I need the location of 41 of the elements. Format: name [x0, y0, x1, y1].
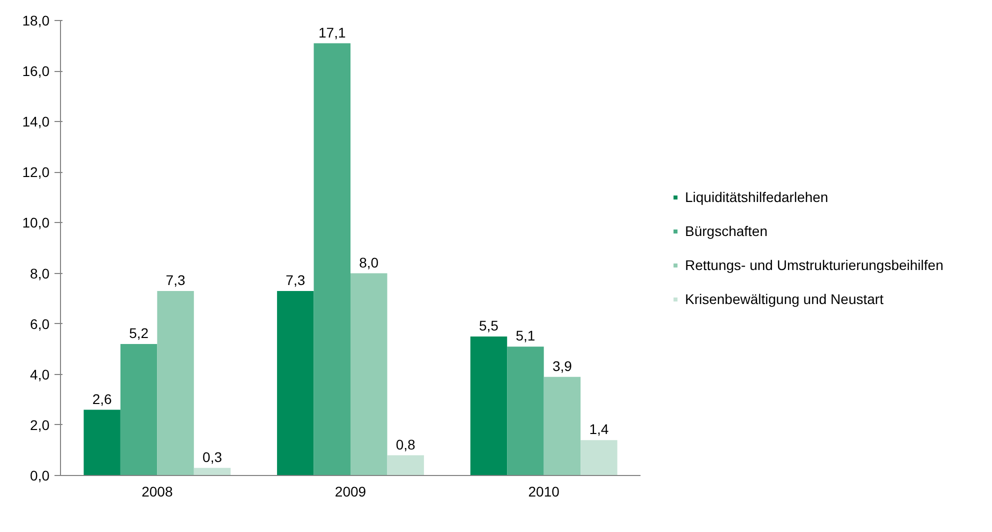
bar [314, 43, 350, 476]
data-label: 7,3 [286, 272, 306, 288]
data-label: 5,1 [516, 328, 536, 344]
legend-label: Bürgschaften [685, 222, 768, 238]
data-label: 3,9 [552, 358, 572, 374]
data-label: 7,3 [166, 272, 186, 288]
data-label: 2,6 [92, 390, 112, 407]
x-tick-label: 2008 [142, 484, 173, 500]
legend-label: Krisenbewältigung und Neustart [685, 290, 884, 306]
bar [580, 440, 618, 476]
x-tick-label: 2009 [334, 484, 366, 500]
data-label: 5,2 [129, 325, 149, 342]
bar [387, 455, 424, 476]
bar [157, 290, 194, 476]
bar [470, 336, 508, 476]
bar [277, 290, 314, 476]
y-tick-label: 18,0 [22, 12, 50, 28]
bar [350, 273, 388, 476]
data-label: 8,0 [359, 254, 379, 270]
y-tick-label: 10,0 [22, 214, 50, 231]
bar [544, 376, 581, 476]
data-label: 17,1 [318, 24, 346, 40]
y-tick-label: 6,0 [30, 316, 50, 332]
x-tick-label: 2010 [528, 484, 560, 500]
data-label: 0,3 [202, 448, 222, 465]
bar [194, 468, 231, 476]
legend-label: Rettungs- und Umstrukturierungsbeihilfen [685, 256, 944, 272]
bar [84, 410, 120, 476]
bar [120, 344, 158, 476]
y-tick-label: 16,0 [22, 63, 50, 80]
y-tick-label: 0,0 [30, 468, 50, 484]
y-tick-label: 8,0 [30, 265, 50, 282]
y-tick-label: 14,0 [22, 114, 50, 130]
data-label: 5,5 [479, 317, 499, 334]
bar [507, 346, 544, 476]
y-tick-label: 4,0 [30, 366, 50, 382]
legend-label: Liquiditätshilfedarlehen [685, 188, 828, 204]
y-tick-label: 2,0 [30, 416, 50, 433]
y-tick-label: 12,0 [22, 164, 50, 180]
data-label: 1,4 [589, 421, 609, 438]
data-label: 0,8 [396, 436, 416, 452]
